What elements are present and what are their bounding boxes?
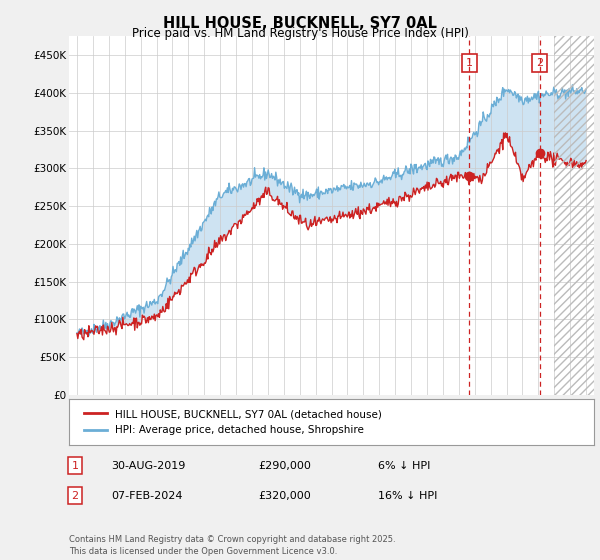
Text: 2: 2 xyxy=(536,58,544,68)
Text: Price paid vs. HM Land Registry's House Price Index (HPI): Price paid vs. HM Land Registry's House … xyxy=(131,27,469,40)
Text: £320,000: £320,000 xyxy=(258,491,311,501)
Text: 6% ↓ HPI: 6% ↓ HPI xyxy=(378,461,430,471)
Text: 07-FEB-2024: 07-FEB-2024 xyxy=(111,491,182,501)
Text: 16% ↓ HPI: 16% ↓ HPI xyxy=(378,491,437,501)
Text: 1: 1 xyxy=(71,461,79,471)
Text: 30-AUG-2019: 30-AUG-2019 xyxy=(111,461,185,471)
Text: HILL HOUSE, BUCKNELL, SY7 0AL: HILL HOUSE, BUCKNELL, SY7 0AL xyxy=(163,16,437,31)
Text: 2: 2 xyxy=(71,491,79,501)
Text: 1: 1 xyxy=(466,58,473,68)
Text: Contains HM Land Registry data © Crown copyright and database right 2025.
This d: Contains HM Land Registry data © Crown c… xyxy=(69,535,395,556)
Text: £290,000: £290,000 xyxy=(258,461,311,471)
Legend: HILL HOUSE, BUCKNELL, SY7 0AL (detached house), HPI: Average price, detached hou: HILL HOUSE, BUCKNELL, SY7 0AL (detached … xyxy=(79,405,386,440)
